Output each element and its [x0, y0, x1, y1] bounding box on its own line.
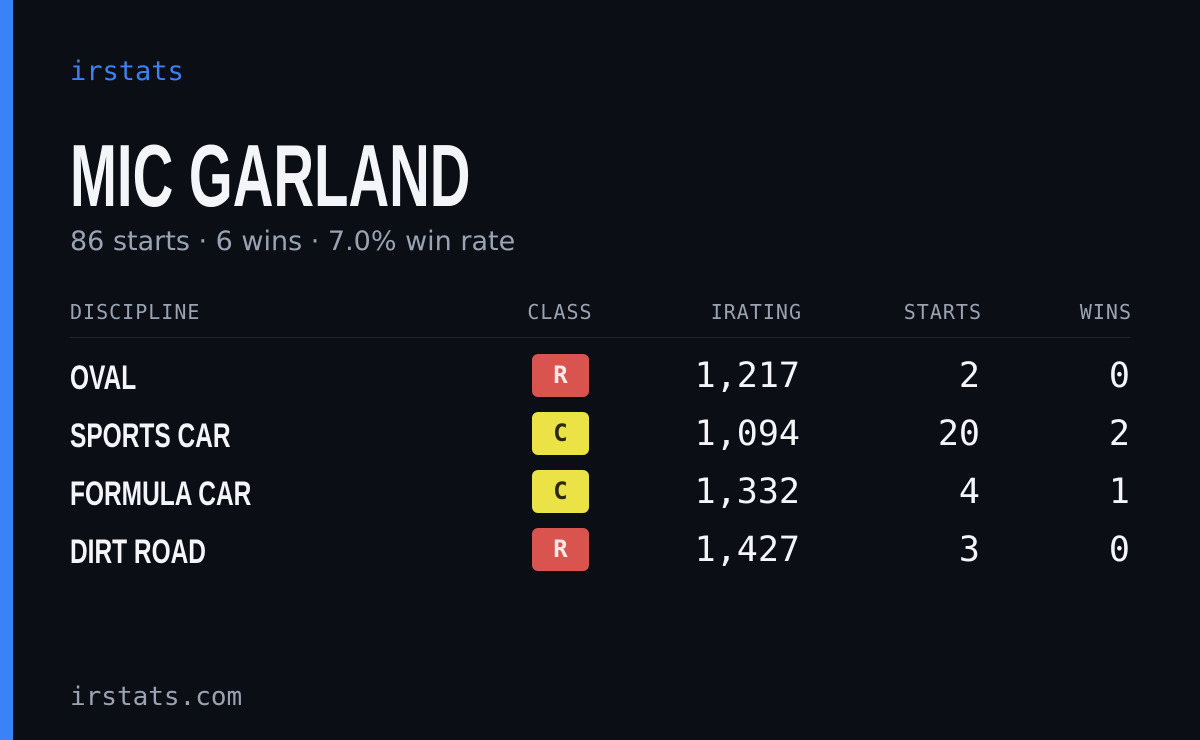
wins: 0 — [1108, 356, 1130, 396]
accent-bar — [0, 0, 13, 740]
brand: irstats — [70, 56, 184, 87]
header-rule — [70, 337, 1130, 338]
driver-name: MIC GARLAND — [70, 126, 471, 225]
class-badge: R — [532, 354, 589, 397]
wins: 1 — [1108, 472, 1130, 512]
starts: 4 — [958, 472, 980, 512]
irating: 1,427 — [694, 530, 800, 570]
column-header: IRATING — [710, 300, 802, 324]
summary: 86 starts · 6 wins · 7.0% win rate — [70, 226, 516, 257]
discipline: SPORTS CAR — [70, 417, 231, 455]
irating: 1,094 — [694, 414, 800, 454]
starts: 20 — [937, 414, 980, 454]
irating: 1,332 — [694, 472, 800, 512]
column-header: STARTS — [903, 300, 982, 324]
wins: 0 — [1108, 530, 1130, 570]
discipline: DIRT ROAD — [70, 533, 207, 571]
discipline: FORMULA CAR — [70, 475, 252, 513]
class-badge: C — [532, 470, 589, 513]
class-badge: R — [532, 528, 589, 571]
starts: 2 — [958, 356, 980, 396]
starts: 3 — [958, 530, 980, 570]
column-header: CLASS — [527, 300, 593, 324]
footer-site: irstats.com — [70, 682, 243, 712]
class-badge: C — [532, 412, 589, 455]
column-header: WINS — [1079, 300, 1132, 324]
column-header: DISCIPLINE — [70, 300, 201, 324]
wins: 2 — [1108, 414, 1130, 454]
irating: 1,217 — [694, 356, 800, 396]
discipline: OVAL — [70, 359, 137, 397]
